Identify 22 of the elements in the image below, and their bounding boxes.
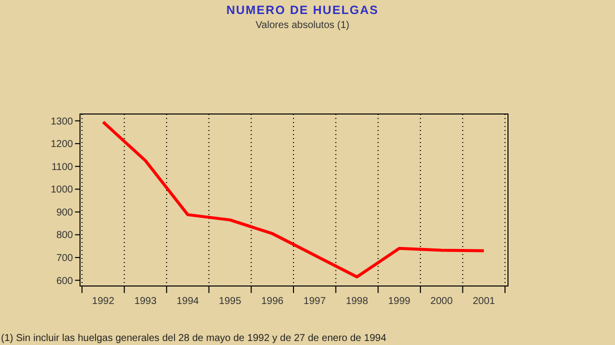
x-tick-label: 1993 (134, 296, 158, 307)
x-tick-label: 1992 (92, 296, 115, 307)
x-tick-label: 1996 (261, 296, 284, 307)
y-tick-label: 600 (56, 276, 74, 287)
y-tick-label: 1100 (51, 162, 74, 173)
x-tick-label: 1999 (388, 296, 411, 307)
x-tick-label: 2001 (472, 296, 496, 307)
x-tick-label: 2000 (430, 296, 454, 307)
line-series (102, 120, 486, 278)
x-tick-label: 1994 (176, 296, 200, 307)
chart-subtitle: Valores absolutos (1) (256, 20, 350, 31)
x-tick-label: 1997 (304, 296, 326, 307)
y-tick-label: 900 (56, 207, 74, 218)
x-tick-label: 1998 (346, 296, 369, 307)
y-tick-label: 700 (56, 253, 74, 264)
y-tick-label: 800 (56, 230, 74, 242)
text: (1) Sin incluir las huelgas generales del 28 de mayo de 1992 y de 27 de enero de 1994 (1, 333, 387, 344)
y-tick-label: 1200 (50, 139, 74, 150)
chart-title: NUMERO DE HUELGAS (226, 3, 379, 17)
y-tick-label: 1000 (50, 184, 74, 196)
y-tick-label: 1300 (50, 116, 74, 128)
x-tick-label: 1995 (218, 296, 242, 307)
